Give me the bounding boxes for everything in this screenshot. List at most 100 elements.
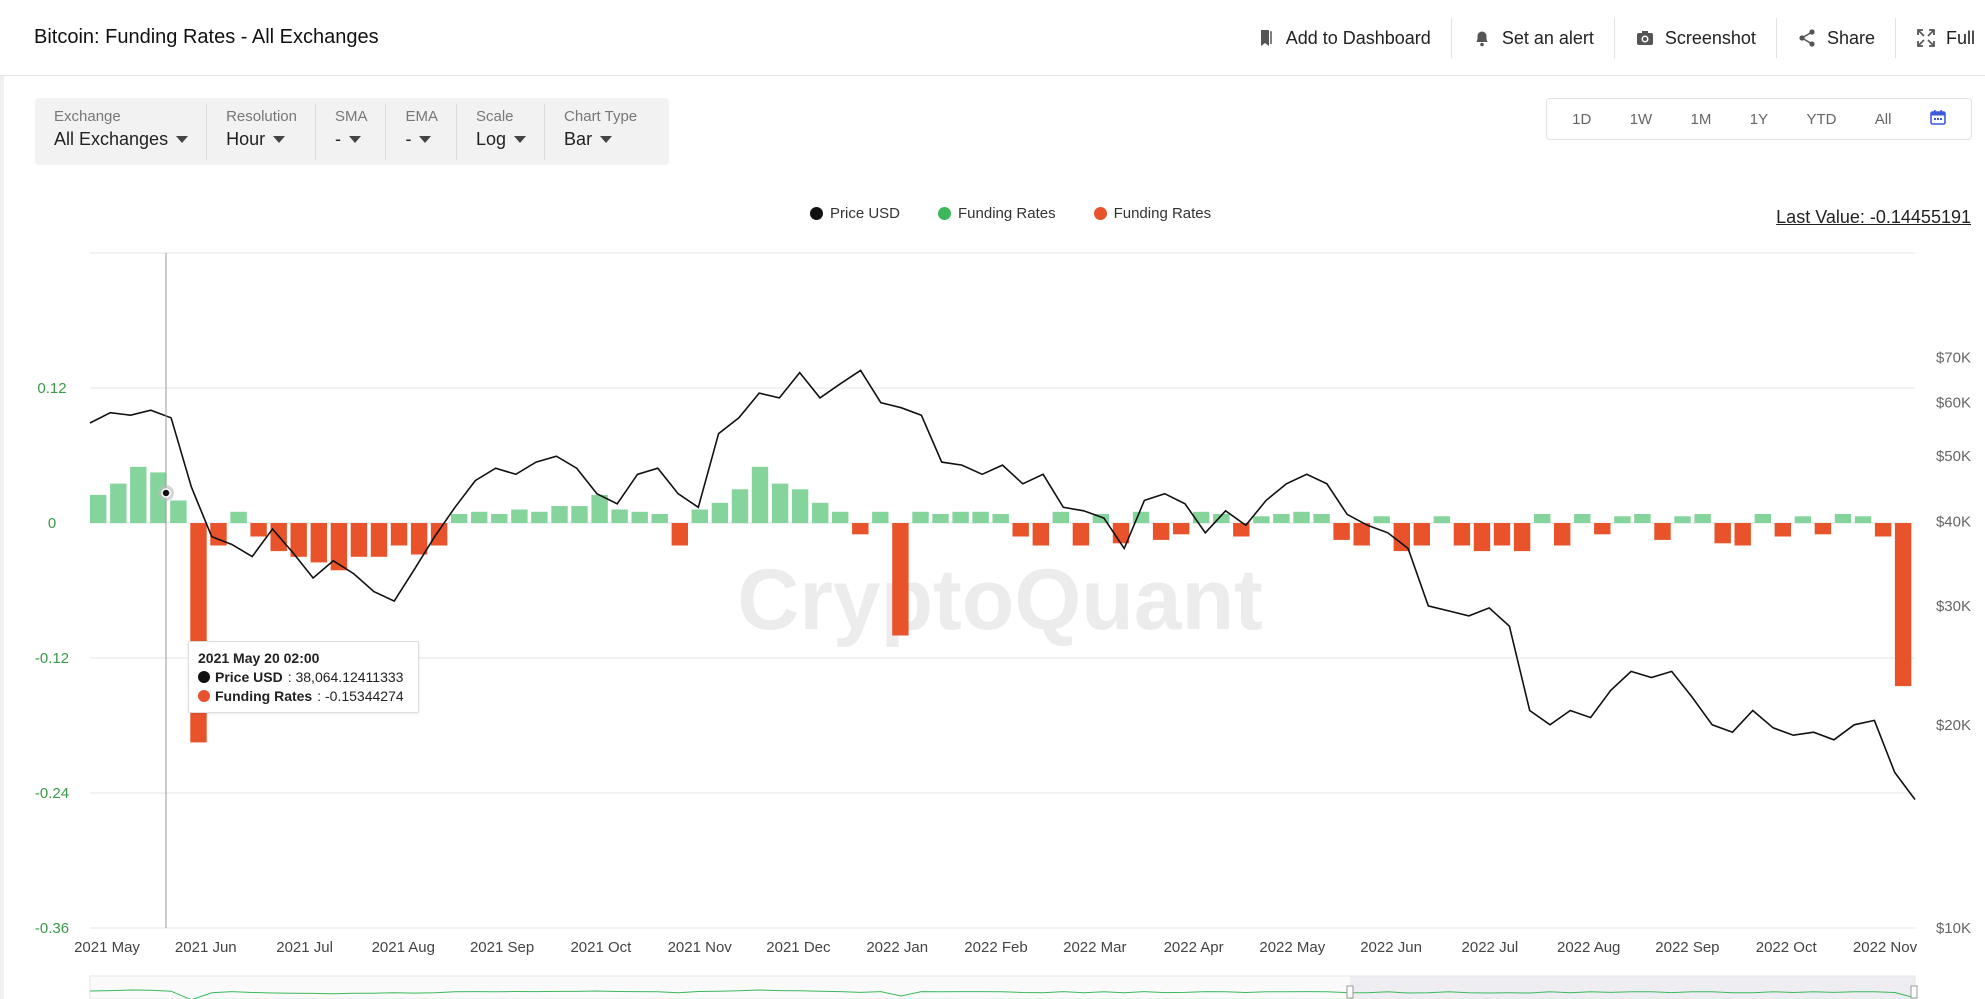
funding-rate-bar[interactable]	[1614, 516, 1631, 524]
funding-rate-bar[interactable]	[892, 523, 909, 636]
funding-rate-bar[interactable]	[310, 523, 327, 563]
share-button[interactable]: Share	[1777, 18, 1896, 58]
funding-rate-bar[interactable]	[551, 506, 568, 523]
funding-rate-bar[interactable]	[812, 502, 829, 524]
funding-rate-bar[interactable]	[390, 523, 408, 546]
funding-rate-bar[interactable]	[1092, 514, 1110, 523]
funding-rate-bar[interactable]	[150, 472, 167, 523]
legend-price[interactable]: Price USD	[810, 205, 900, 222]
funding-rate-bar[interactable]	[1032, 523, 1049, 546]
scale-select[interactable]: Scale Log	[457, 104, 546, 160]
range-ytd[interactable]: YTD	[1806, 110, 1837, 128]
funding-rate-bar[interactable]	[370, 523, 388, 557]
funding-rate-bar[interactable]	[1353, 523, 1370, 546]
funding-rate-bar[interactable]	[250, 523, 267, 537]
funding-rate-bar[interactable]	[130, 466, 147, 524]
funding-rate-bar[interactable]	[90, 494, 107, 523]
funding-rate-bar[interactable]	[771, 483, 789, 523]
funding-rate-bar[interactable]	[1012, 523, 1029, 537]
funding-rate-bar[interactable]	[791, 489, 809, 524]
ema-select[interactable]: EMA -	[386, 104, 457, 160]
funding-rate-bar[interactable]	[410, 523, 428, 555]
funding-rate-bar[interactable]	[531, 511, 548, 524]
range-all[interactable]: All	[1874, 110, 1892, 128]
chart-type-select[interactable]: Chart Type Bar	[545, 104, 655, 160]
funding-rate-bar[interactable]	[430, 523, 448, 546]
funding-rate-bar[interactable]	[1273, 514, 1290, 523]
funding-rate-bar[interactable]	[1293, 511, 1310, 524]
funding-rate-bar[interactable]	[1894, 523, 1912, 687]
funding-rate-bar[interactable]	[110, 483, 127, 523]
funding-rate-bar[interactable]	[852, 523, 869, 535]
funding-rate-bar[interactable]	[1213, 514, 1230, 523]
funding-rate-bar[interactable]	[932, 514, 949, 523]
funding-rate-bar[interactable]	[1513, 523, 1531, 552]
funding-rate-bar[interactable]	[1152, 523, 1170, 540]
funding-rate-bar[interactable]	[1634, 514, 1651, 523]
funding-rate-bar[interactable]	[751, 466, 769, 524]
funding-rate-bar[interactable]	[671, 523, 688, 546]
funding-rate-bar[interactable]	[1734, 523, 1751, 546]
range-1m[interactable]: 1M	[1690, 110, 1712, 128]
funding-rate-bar[interactable]	[992, 514, 1009, 523]
funding-rate-bar[interactable]	[350, 523, 368, 557]
funding-rate-bar[interactable]	[1574, 514, 1591, 523]
funding-rate-bar[interactable]	[611, 509, 628, 524]
funding-rate-bar[interactable]	[1433, 516, 1451, 524]
funding-rate-bar[interactable]	[1413, 523, 1430, 546]
funding-rate-bar[interactable]	[571, 506, 588, 523]
funding-rate-bar[interactable]	[691, 509, 708, 524]
funding-rate-bar[interactable]	[451, 514, 468, 523]
funding-rate-bar[interactable]	[1814, 523, 1832, 535]
funding-rate-bar[interactable]	[1794, 516, 1812, 524]
funding-rate-bar[interactable]	[1714, 523, 1731, 544]
funding-rate-bar[interactable]	[1052, 511, 1069, 524]
funding-rate-bar[interactable]	[1694, 514, 1711, 523]
funding-rate-bar[interactable]	[1534, 514, 1551, 523]
funding-rate-bar[interactable]	[1453, 523, 1471, 546]
last-value[interactable]: Last Value: -0.14455191	[1776, 207, 1971, 227]
funding-rate-bar[interactable]	[1834, 514, 1852, 523]
funding-rate-bar[interactable]	[1333, 523, 1350, 540]
funding-rate-bar[interactable]	[1854, 516, 1872, 524]
funding-rate-bar[interactable]	[1774, 523, 1791, 537]
add-to-dashboard-button[interactable]: Add to Dashboard	[1236, 18, 1452, 58]
funding-rate-bar[interactable]	[912, 511, 929, 524]
set-alert-button[interactable]: Set an alert	[1452, 18, 1615, 58]
funding-rate-bar[interactable]	[631, 511, 648, 524]
funding-rate-bar[interactable]	[731, 489, 749, 524]
funding-rate-bar[interactable]	[1233, 523, 1250, 537]
resolution-select[interactable]: Resolution Hour	[207, 104, 316, 160]
screenshot-button[interactable]: Screenshot	[1615, 18, 1777, 58]
funding-rate-bar[interactable]	[1373, 516, 1390, 524]
funding-rate-bar[interactable]	[1554, 523, 1571, 546]
navigator-selection[interactable]	[1350, 976, 1915, 999]
funding-rate-bar[interactable]	[1473, 523, 1491, 552]
funding-rate-bar[interactable]	[1112, 523, 1130, 544]
funding-rate-bar[interactable]	[1193, 511, 1210, 524]
range-1d[interactable]: 1D	[1572, 110, 1592, 128]
range-1w[interactable]: 1W	[1629, 110, 1653, 128]
funding-rate-bar[interactable]	[210, 523, 227, 546]
sma-select[interactable]: SMA -	[316, 104, 387, 160]
funding-rate-bar[interactable]	[1594, 523, 1611, 535]
legend-funding-negative[interactable]: Funding Rates	[1093, 205, 1211, 222]
funding-rate-bar[interactable]	[1253, 516, 1270, 524]
funding-rate-bar[interactable]	[491, 514, 508, 523]
funding-rate-bar[interactable]	[711, 502, 729, 524]
funding-rate-bar[interactable]	[1313, 514, 1330, 523]
navigator-handle-left[interactable]	[1346, 985, 1354, 999]
funding-rate-bar[interactable]	[1173, 523, 1190, 535]
funding-rate-bar[interactable]	[170, 500, 187, 524]
calendar-button[interactable]	[1922, 105, 1954, 133]
funding-rate-bar[interactable]	[872, 511, 889, 524]
funding-rate-bar[interactable]	[330, 523, 348, 571]
funding-rate-bar[interactable]	[952, 511, 969, 524]
funding-rate-bar[interactable]	[591, 494, 608, 523]
funding-rate-bar[interactable]	[290, 523, 307, 557]
funding-rate-bar[interactable]	[832, 511, 849, 524]
funding-rate-bar[interactable]	[651, 514, 668, 523]
fullscreen-button[interactable]: Full	[1896, 18, 1985, 58]
funding-rate-bar[interactable]	[1493, 523, 1511, 546]
price-line[interactable]	[89, 369, 1916, 800]
